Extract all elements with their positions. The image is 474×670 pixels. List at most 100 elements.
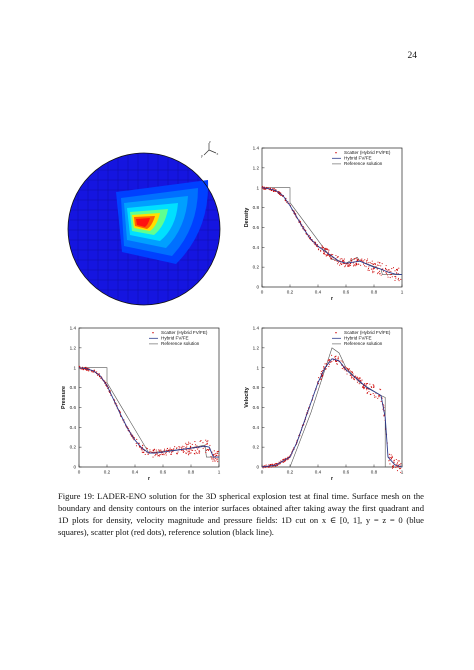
scatter-point: [351, 375, 353, 377]
scatter-point: [273, 466, 275, 468]
legend-scatter-marker: [335, 152, 337, 154]
legend-scatter-marker: [335, 332, 337, 334]
y-tick-label: 1.2: [253, 345, 260, 350]
y-tick-label: 1.2: [70, 345, 77, 350]
scatter-point: [378, 394, 380, 396]
scatter-point: [355, 262, 357, 264]
axis-label-x: x: [217, 152, 219, 156]
scatter-point: [335, 360, 337, 363]
legend-scatter-marker: [152, 332, 154, 334]
scatter-point: [171, 449, 173, 451]
x-tick-label: 0.8: [371, 470, 378, 475]
velocity-chart: 0 0.2 0.4 0.6 0.8 1 0 0.2 0.4 0.6 0.8 1 1.2 1.4 r Veloc…: [244, 326, 404, 482]
scatter-point: [202, 442, 204, 444]
axis-label-y: y: [201, 154, 203, 158]
scatter-point: [318, 248, 320, 250]
scatter-point: [185, 447, 187, 449]
hybrid-fvfe-line: [261, 187, 403, 276]
scatter-point: [350, 259, 352, 261]
scatter-point: [217, 461, 219, 463]
scatter-point: [374, 396, 376, 398]
scatter-point: [160, 454, 162, 456]
scatter-point: [367, 262, 369, 264]
scatter-point: [370, 262, 372, 265]
scatter-point: [322, 246, 324, 249]
scatter-point: [369, 383, 371, 385]
scatter-point: [361, 260, 363, 262]
reference-solution-line: [262, 347, 402, 468]
scatter-point: [149, 449, 151, 451]
scatter-point: [168, 449, 170, 451]
legend-scatter-label: Scatter (Hybrid FV/FE): [344, 330, 391, 335]
scatter-point: [207, 449, 209, 451]
scatter-point: [368, 269, 370, 271]
scatter-point: [91, 371, 93, 373]
scatter-point: [189, 449, 191, 451]
scatter-point: [358, 383, 360, 385]
scatter-point: [396, 269, 398, 272]
scatter-point: [279, 463, 281, 465]
scatter-point: [395, 275, 397, 277]
scatter-point: [212, 460, 214, 462]
scatter-point: [364, 259, 366, 261]
x-tick-label: 0.4: [132, 470, 139, 475]
scatter-point: [348, 264, 350, 266]
scatter-point: [176, 453, 178, 455]
scatter-point: [214, 455, 216, 457]
scatter-point: [146, 448, 149, 450]
scatter-point: [388, 268, 390, 271]
scatter-point: [187, 443, 189, 445]
scatter-point: [353, 265, 355, 267]
scatter-point: [282, 459, 284, 461]
scatter-point: [268, 466, 270, 468]
scatter-point: [272, 188, 274, 190]
x-axis-label: r: [148, 476, 150, 482]
scatter-point: [379, 262, 381, 264]
scatter-point: [346, 373, 348, 375]
x-tick-label: 1: [401, 470, 404, 475]
scatter-points: [261, 185, 402, 282]
y-tick-label: 0.2: [253, 265, 260, 270]
scatter-point: [216, 458, 218, 460]
scatter-point: [263, 188, 265, 190]
scatter-point: [331, 360, 333, 363]
scatter-point: [320, 378, 322, 380]
scatter-point: [362, 263, 365, 265]
scatter-point: [340, 263, 342, 265]
page-number: 24: [407, 51, 418, 61]
scatter-point: [386, 268, 388, 270]
y-tick-label: 0.8: [70, 385, 77, 390]
scatter-point: [355, 375, 357, 377]
y-tick-label: 1: [73, 365, 76, 370]
scatter-point: [328, 365, 330, 368]
scatter-point: [372, 272, 374, 274]
scatter-point: [366, 392, 368, 394]
scatter-point: [270, 466, 272, 468]
scatter-point: [398, 280, 400, 282]
scatter-point: [373, 267, 375, 269]
scatter-point: [324, 253, 326, 256]
scatter-point: [199, 440, 201, 443]
scatter-point: [361, 379, 363, 381]
scatter-point: [275, 463, 277, 465]
scatter-point: [191, 443, 193, 446]
scatter-point: [331, 253, 333, 255]
y-tick-label: 0: [256, 285, 259, 290]
y-tick-label: 0.2: [70, 445, 77, 450]
scatter-point: [373, 384, 375, 386]
scatter-point: [357, 377, 359, 379]
scatter-point: [393, 461, 395, 463]
scatter-point: [278, 194, 280, 196]
scatter-point: [350, 264, 352, 266]
scatter-point: [325, 255, 327, 257]
scatter-point: [396, 466, 398, 468]
scatter-point: [196, 452, 198, 455]
scatter-point: [321, 245, 323, 247]
scatter-point: [140, 449, 142, 451]
x-axis-label: r: [331, 476, 333, 482]
scatter-point: [342, 361, 344, 363]
scatter-point: [334, 259, 336, 261]
scatter-point: [205, 449, 208, 451]
scatter-point: [394, 276, 396, 278]
scatter-point: [171, 453, 173, 455]
